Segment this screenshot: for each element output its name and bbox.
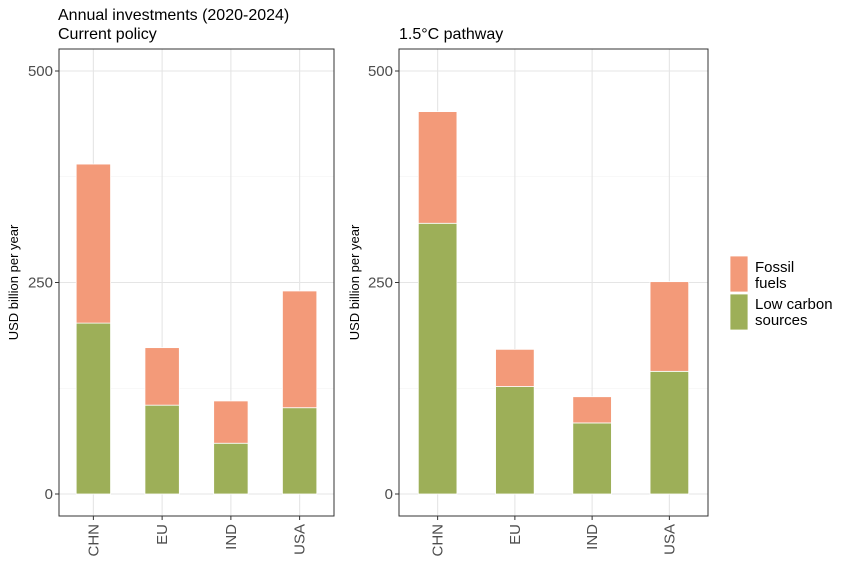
y-tick-label: 500 xyxy=(368,63,393,80)
legend-swatch-low-carbon xyxy=(729,293,749,331)
y-tick-label: 0 xyxy=(385,486,393,503)
y-tick-label: 500 xyxy=(28,63,53,80)
chart-panel-1: 0 250 500 CHN EU IND USA USD billion per year An… xyxy=(6,7,335,557)
bar-usa-fossil xyxy=(649,281,690,372)
y-axis-title: USD billion per year xyxy=(347,224,362,340)
bar-eu-low-carbon xyxy=(144,404,180,495)
x-tick-label: CHN xyxy=(430,524,447,557)
bar-ind-fossil xyxy=(213,400,249,444)
panel-subtitle: Current policy xyxy=(58,26,157,43)
x-tick-label: EU xyxy=(154,524,171,545)
x-tick-label: USA xyxy=(292,524,309,555)
x-tick-label: IND xyxy=(223,524,240,550)
bar-ind-fossil xyxy=(572,396,612,424)
bar-usa-fossil xyxy=(282,290,318,409)
x-tick-label: IND xyxy=(584,524,601,550)
x-tick-label: USA xyxy=(661,524,678,555)
panel-title: 1.5°C pathway xyxy=(399,26,503,43)
y-tick-label: 250 xyxy=(28,275,53,292)
y-tick-label: 250 xyxy=(368,275,393,292)
legend-label: sources xyxy=(755,312,808,329)
bar-eu-fossil xyxy=(144,347,180,406)
x-tick-label: EU xyxy=(507,524,524,545)
y-tick-label: 0 xyxy=(45,486,53,503)
chart-panel-2: 0 250 500 CHN EU IND USA USD billion per year 1.… xyxy=(347,26,709,557)
bar-chn-fossil xyxy=(75,163,111,324)
bar-usa-low-carbon xyxy=(282,407,318,495)
bar-chn-low-carbon xyxy=(75,322,111,495)
y-axis-title: USD billion per year xyxy=(6,224,21,340)
bar-ind-low-carbon xyxy=(213,442,249,495)
bar-eu-fossil xyxy=(495,348,535,387)
legend-label: Low carbon xyxy=(755,296,833,313)
x-tick-label: CHN xyxy=(85,524,102,557)
bar-ind-low-carbon xyxy=(572,422,612,495)
legend-swatch-fossil xyxy=(729,255,749,293)
legend-label: Fossil xyxy=(755,259,794,276)
panel-title: Annual investments (2020-2024) xyxy=(58,7,289,24)
legend-label: fuels xyxy=(755,275,787,292)
bar-usa-low-carbon xyxy=(649,370,690,495)
bar-eu-low-carbon xyxy=(495,386,535,495)
bar-chn-fossil xyxy=(417,111,458,224)
bar-chn-low-carbon xyxy=(417,222,458,495)
